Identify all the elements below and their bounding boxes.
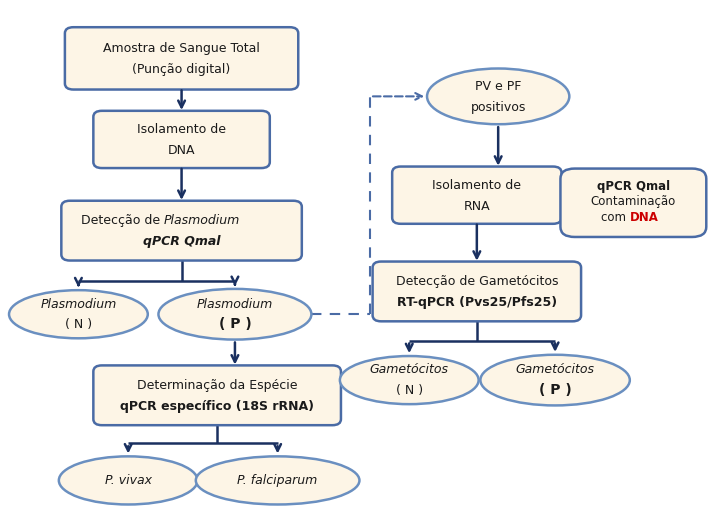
Text: ( N ): ( N ) (65, 318, 92, 331)
Text: Detecção de Gametócitos: Detecção de Gametócitos (396, 275, 558, 288)
Text: DNA: DNA (630, 211, 658, 224)
Ellipse shape (196, 457, 359, 505)
Text: ( N ): ( N ) (396, 384, 423, 397)
Ellipse shape (59, 457, 197, 505)
FancyBboxPatch shape (65, 27, 298, 89)
Text: Amostra de Sangue Total: Amostra de Sangue Total (103, 42, 260, 55)
Text: qPCR específico (18S rRNA): qPCR específico (18S rRNA) (120, 400, 314, 413)
Text: Gametócitos: Gametócitos (515, 363, 595, 376)
Text: Isolamento de: Isolamento de (433, 178, 521, 191)
FancyBboxPatch shape (61, 201, 302, 261)
Ellipse shape (340, 356, 478, 404)
Ellipse shape (9, 290, 148, 338)
Text: ( P ): ( P ) (539, 383, 571, 397)
Text: Plasmodium: Plasmodium (197, 298, 273, 311)
FancyBboxPatch shape (372, 262, 581, 322)
Text: P. vivax: P. vivax (105, 474, 152, 487)
Text: Gametócitos: Gametócitos (370, 363, 449, 376)
Text: Contaminação: Contaminação (591, 195, 676, 208)
Text: P. falciparum: P. falciparum (237, 474, 318, 487)
FancyBboxPatch shape (94, 366, 341, 425)
Text: ( P ): ( P ) (219, 317, 251, 331)
Text: PV e PF: PV e PF (475, 80, 521, 93)
Ellipse shape (481, 355, 630, 405)
Text: Determinação da Espécie: Determinação da Espécie (137, 378, 298, 392)
FancyBboxPatch shape (392, 166, 561, 224)
Text: Plasmodium: Plasmodium (164, 214, 240, 227)
Text: qPCR Qmal: qPCR Qmal (597, 180, 670, 193)
Text: RT-qPCR (Pvs25/Pfs25): RT-qPCR (Pvs25/Pfs25) (397, 296, 557, 309)
Text: (Punção digital): (Punção digital) (132, 63, 231, 76)
Text: RNA: RNA (463, 200, 490, 213)
Text: qPCR Qmal: qPCR Qmal (143, 235, 220, 248)
Text: DNA: DNA (168, 144, 195, 157)
FancyBboxPatch shape (94, 111, 270, 168)
Ellipse shape (427, 68, 569, 124)
Text: Isolamento de: Isolamento de (137, 123, 226, 136)
Text: Plasmodium: Plasmodium (40, 298, 117, 311)
FancyBboxPatch shape (560, 169, 706, 237)
Text: Detecção de: Detecção de (81, 214, 164, 227)
Text: com: com (601, 211, 630, 224)
Ellipse shape (158, 289, 311, 340)
Text: positivos: positivos (470, 101, 526, 114)
